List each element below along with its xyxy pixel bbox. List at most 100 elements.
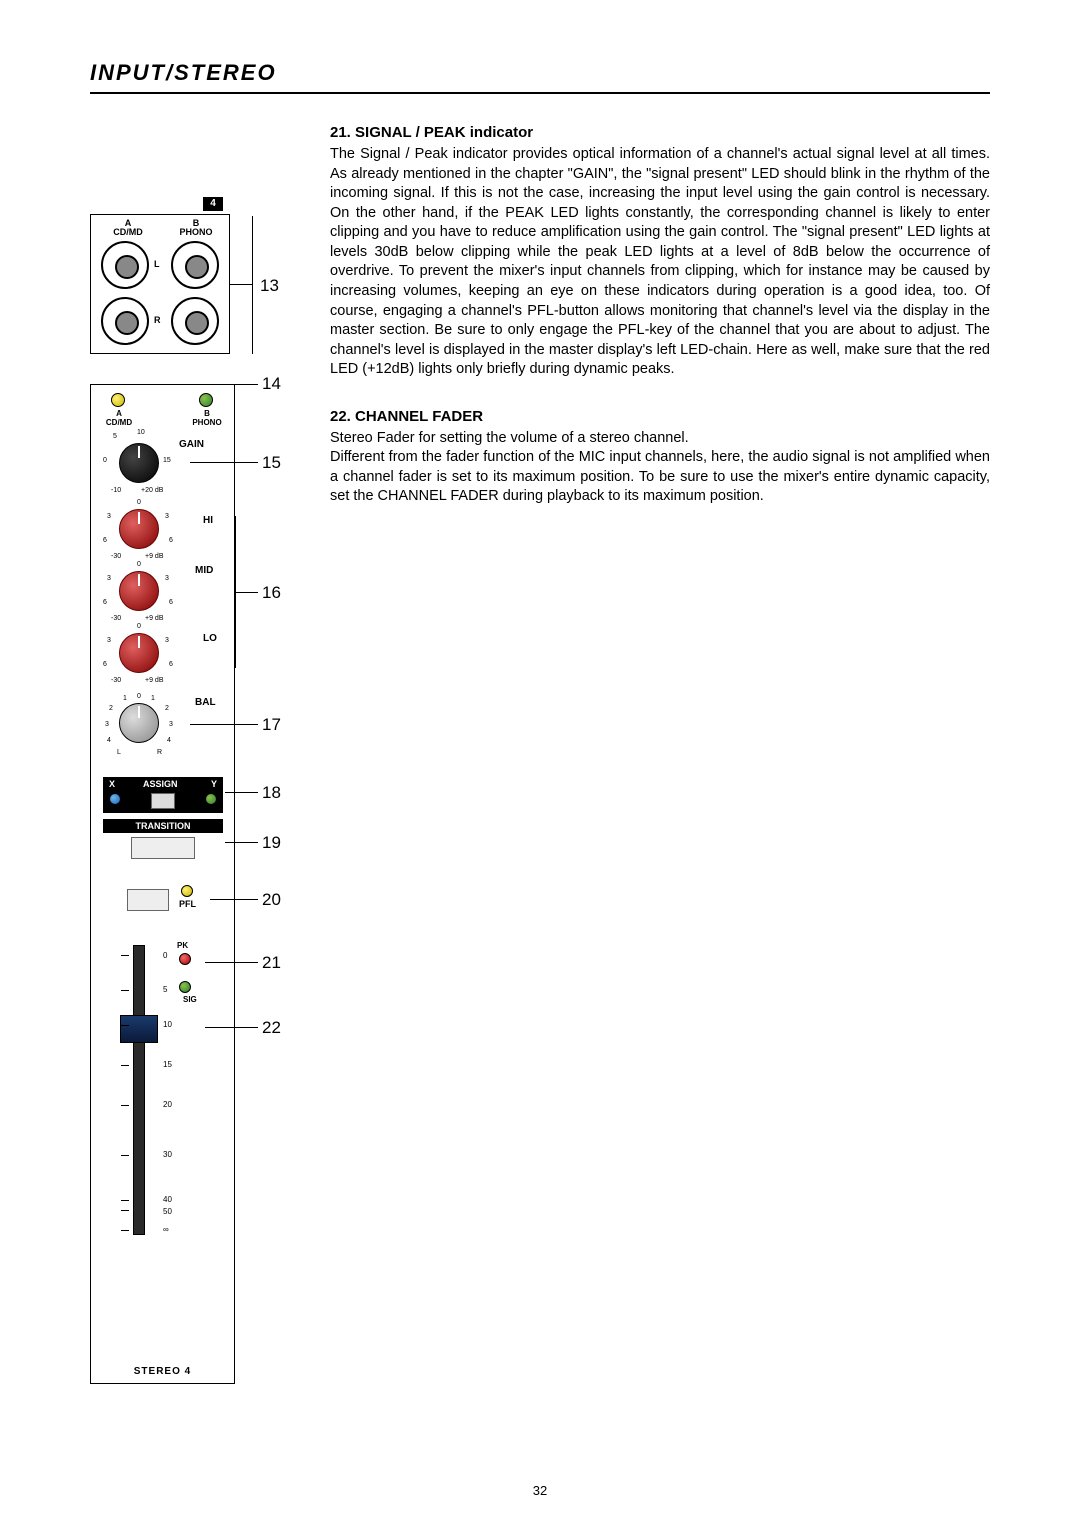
gain-tick: 15 [163, 457, 171, 464]
jack-l-label: L [154, 259, 160, 269]
channel-number-badge: 4 [203, 197, 223, 211]
tick: 3 [165, 575, 169, 582]
fader-cap[interactable] [120, 1015, 158, 1043]
eq-mid-knob[interactable] [119, 571, 159, 611]
tick: 0 [137, 623, 141, 630]
fader-scale-15: 15 [163, 1060, 172, 1069]
jack-col-b-sub: PHONO [171, 227, 221, 237]
callout-20: 20 [262, 890, 281, 910]
section-22-heading: 22. CHANNEL FADER [330, 408, 990, 425]
callout-17: 17 [262, 715, 281, 735]
page-header: INPUT/STEREO [90, 60, 990, 86]
pfl-led [181, 885, 193, 897]
tick: 6 [169, 661, 173, 668]
eq-hi-label: HI [203, 515, 213, 526]
section-22-body: Stereo Fader for setting the volume of a… [330, 429, 990, 507]
channel-strip: A CD/MD B PHONO GAIN 5 10 0 15 -10 +20 d… [90, 384, 235, 1384]
fader-scale-20: 20 [163, 1100, 172, 1109]
tick: 1 [151, 695, 155, 702]
tick: +9 dB [145, 677, 164, 684]
jack-col-a-sub: CD/MD [103, 227, 153, 237]
fader-scale-50: 50 [163, 1207, 172, 1216]
pfl-label: PFL [179, 899, 196, 909]
rca-jack-a-r [101, 297, 149, 345]
tick: 3 [165, 513, 169, 520]
tick: +9 dB [145, 553, 164, 560]
fader-track[interactable] [133, 945, 145, 1235]
tick: 3 [107, 513, 111, 520]
text-column: 21. SIGNAL / PEAK indicator The Signal /… [330, 124, 990, 535]
sig-led [179, 981, 191, 993]
gain-tick: +20 dB [141, 487, 163, 494]
callout-22: 22 [262, 1018, 281, 1038]
gain-tick: 0 [103, 457, 107, 464]
section-21-heading: 21. SIGNAL / PEAK indicator [330, 124, 990, 141]
callout-line [252, 216, 253, 354]
tick: 2 [165, 705, 169, 712]
tick: 3 [105, 721, 109, 728]
callout-line [225, 792, 258, 793]
gain-tick: 10 [137, 429, 145, 436]
fader-scale-40: 40 [163, 1195, 172, 1204]
transition-button[interactable] [131, 837, 195, 859]
callout-line [190, 462, 258, 463]
rca-jack-b-l [171, 241, 219, 289]
callout-line [190, 724, 258, 725]
tick: -30 [111, 553, 121, 560]
assign-x: X [109, 779, 115, 789]
fader-scale-10: 10 [163, 1020, 172, 1029]
jack-r-label: R [154, 315, 161, 325]
pk-label: PK [177, 941, 188, 950]
callout-line [235, 592, 258, 593]
callout-19: 19 [262, 833, 281, 853]
diagram-column: 4 A CD/MD B PHONO L R 13 [90, 124, 300, 535]
led-b-top: B [195, 409, 219, 418]
tick: 3 [107, 575, 111, 582]
bal-label: BAL [195, 697, 216, 708]
pfl-button[interactable] [127, 889, 169, 911]
gain-label: GAIN [179, 439, 204, 450]
callout-13: 13 [260, 276, 279, 296]
tick: 6 [103, 537, 107, 544]
header-rule [90, 92, 990, 94]
tick: 3 [107, 637, 111, 644]
eq-lo-label: LO [203, 633, 217, 644]
callout-line [235, 516, 236, 668]
section-21-body: The Signal / Peak indicator provides opt… [330, 145, 990, 380]
rca-jack-a-l [101, 241, 149, 289]
tick: +9 dB [145, 615, 164, 622]
rca-jack-b-r [171, 297, 219, 345]
tick: -30 [111, 615, 121, 622]
tick: 6 [103, 661, 107, 668]
eq-mid-label: MID [195, 565, 213, 576]
eq-hi-knob[interactable] [119, 509, 159, 549]
led-a-bottom: CD/MD [99, 418, 139, 427]
tick: R [157, 749, 162, 756]
callout-18: 18 [262, 783, 281, 803]
assign-button[interactable] [151, 793, 175, 809]
eq-lo-knob[interactable] [119, 633, 159, 673]
tick: 4 [107, 737, 111, 744]
assign-led-x [109, 793, 121, 805]
callout-line [205, 1027, 258, 1028]
bal-knob[interactable] [119, 703, 159, 743]
tick: L [117, 749, 121, 756]
callout-line [230, 284, 252, 285]
gain-tick: -10 [111, 487, 121, 494]
transition-label: TRANSITION [103, 819, 223, 833]
gain-knob[interactable] [119, 443, 159, 483]
callout-line [205, 962, 258, 963]
select-led-a [111, 393, 125, 407]
select-led-b [199, 393, 213, 407]
tick: 1 [123, 695, 127, 702]
pk-led [179, 953, 191, 965]
assign-y: Y [211, 779, 217, 789]
page-number: 32 [0, 1483, 1080, 1498]
fader-scale-0: 0 [163, 951, 167, 960]
jack-panel: 4 A CD/MD B PHONO L R [90, 214, 230, 354]
tick: 3 [165, 637, 169, 644]
tick: -30 [111, 677, 121, 684]
tick: 0 [137, 693, 141, 700]
led-b-bottom: PHONO [187, 418, 227, 427]
tick: 6 [103, 599, 107, 606]
